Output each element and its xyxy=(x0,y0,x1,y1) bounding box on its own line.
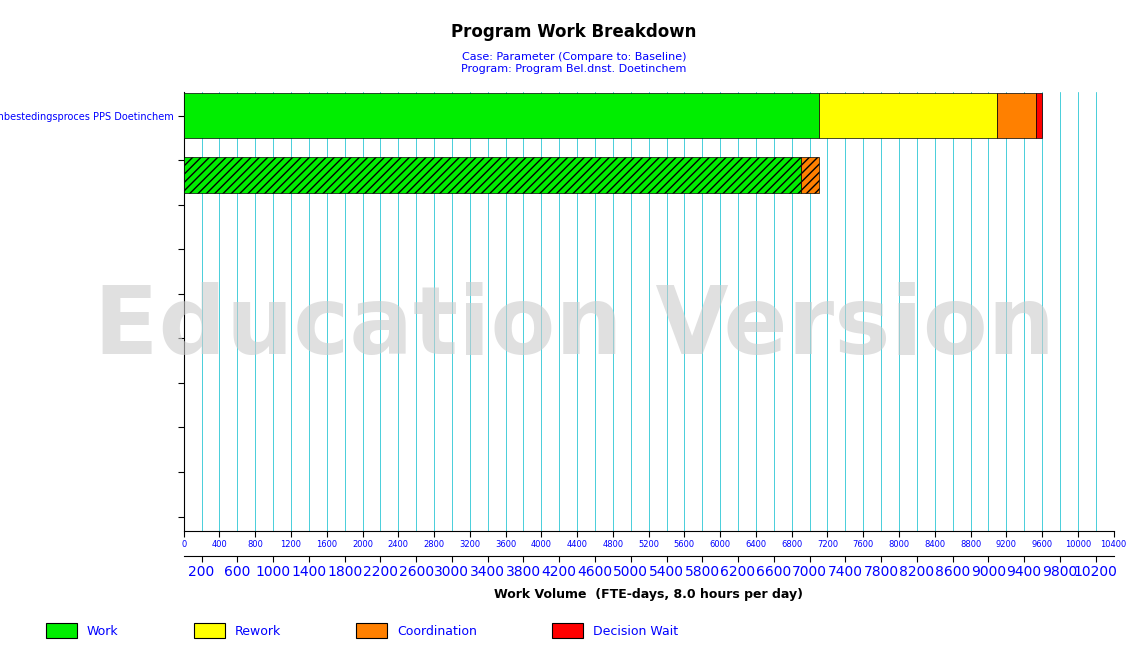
Legend: Work, Rework, Coordination, Decision Wait: Work, Rework, Coordination, Decision Wai… xyxy=(40,618,683,643)
Bar xyxy=(1035,93,1042,138)
Bar xyxy=(800,157,819,193)
Bar xyxy=(184,157,800,193)
Bar xyxy=(998,93,1035,138)
Text: Program Work Breakdown: Program Work Breakdown xyxy=(451,23,697,41)
Text: Education Version: Education Version xyxy=(93,282,1055,374)
Text: Case: Parameter (Compare to: Baseline)
Program: Program Bel.dnst. Doetinchem: Case: Parameter (Compare to: Baseline) P… xyxy=(461,52,687,74)
Bar xyxy=(184,93,819,138)
X-axis label: Work Volume  (FTE-days, 8.0 hours per day): Work Volume (FTE-days, 8.0 hours per day… xyxy=(494,588,804,601)
Bar xyxy=(819,93,998,138)
